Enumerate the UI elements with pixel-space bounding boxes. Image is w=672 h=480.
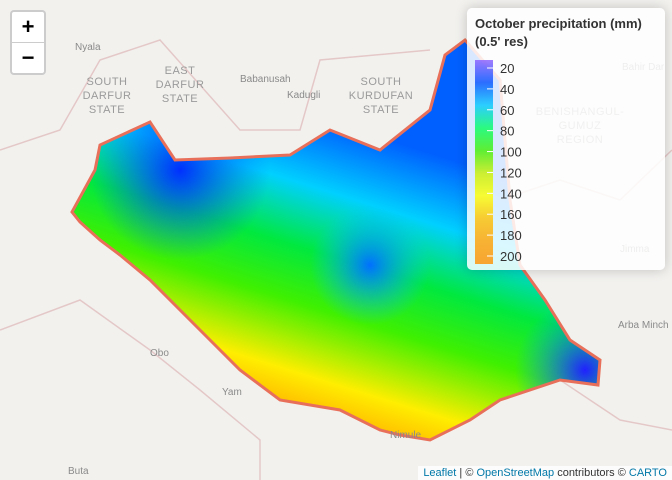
place: KURDUFAN [349,90,414,102]
attribution: Leaflet | © OpenStreetMap contributors ©… [418,466,672,480]
link[interactable]: OpenStreetMap [476,467,555,479]
tick-label: 100 [500,145,522,160]
place: DARFUR [156,79,205,91]
link[interactable]: CARTO [628,467,667,479]
tick-label: 40 [500,82,514,97]
zoom-control: + − [10,10,46,75]
place: SOUTH [87,76,128,88]
place: STATE [363,104,399,116]
tick-label: 20 [500,61,514,76]
tick-label: 140 [500,186,522,201]
legend: October precipitation (mm) (0.5' res) 20… [467,8,665,270]
place: Babanusah [240,74,291,85]
text: contributors © [554,467,629,479]
zoom-in[interactable]: + [21,14,35,39]
tick-label: 80 [500,124,514,139]
place: Obo [150,348,169,359]
place: Buta [68,466,89,477]
link[interactable]: Leaflet [423,467,457,479]
place: Arba Minch [618,320,669,331]
legend-scale: 20 40 60 80 100 120 140 160 180 200 [475,60,522,264]
color-bar [475,60,493,264]
place: SOUTH [361,76,402,88]
place: STATE [162,93,198,105]
tick-label: 60 [500,103,514,118]
zoom-out[interactable]: − [12,42,44,73]
place: Nyala [75,42,101,53]
legend-title: October precipitation (mm) [475,16,642,31]
tick-label: 120 [500,165,522,180]
text: | © [456,467,477,479]
place: Nimule [390,430,422,441]
place: STATE [89,104,125,116]
tick-label: 180 [500,228,522,243]
place: Yam [222,387,242,398]
place: DARFUR [83,90,132,102]
place: EAST [165,65,196,77]
legend-title: (0.5' res) [475,34,528,49]
tick-label: 200 [500,249,522,264]
tick-label: 160 [500,207,522,222]
place: Kadugli [287,90,320,101]
